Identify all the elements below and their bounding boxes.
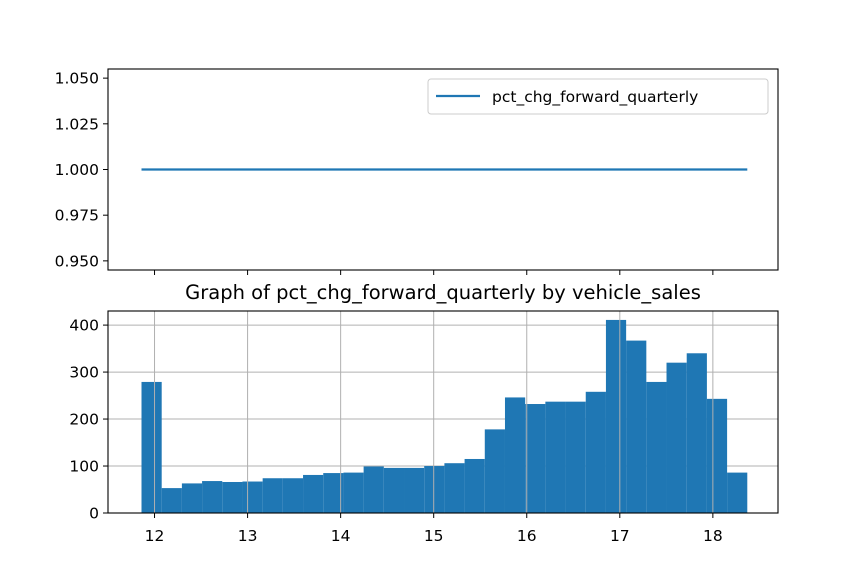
line-chart-y-tick-label: 1.025 [55,115,99,133]
line-chart-frame [107,68,779,271]
line-chart-y-tick-label: 1.050 [55,70,99,88]
histogram-bar [686,353,707,513]
line-chart-y-tick-label: 0.975 [55,207,99,225]
histogram-bar [565,401,586,513]
line-chart-y-tick-label: 0.950 [55,252,99,270]
histogram-bar [646,381,667,513]
histogram-y-tick-label: 0 [89,505,99,523]
histogram-bar [545,401,566,513]
histogram-bar [202,481,223,513]
histogram-y-tick-label: 200 [69,411,99,429]
histogram-ticks: 0 100 200 300 400 12 13 14 15 16 17 18 [69,317,722,545]
histogram-y-tick-label: 100 [69,458,99,476]
histogram-bar [242,481,263,513]
histogram-bar [181,483,203,513]
histogram-bar [666,362,687,513]
histogram-grid-front [154,311,714,513]
histogram-bar [161,488,182,513]
histogram-bar [424,466,445,513]
line-chart-y-tick-label: 1.000 [55,161,99,179]
histogram-x-tick-label: 14 [331,527,351,545]
histogram-title: Graph of pct_chg_forward_quarterly by ve… [185,281,701,304]
histogram-bar [585,391,606,513]
histogram-bar [727,472,748,513]
histogram-bar [464,458,485,513]
histogram-bar [484,429,505,513]
line-chart: 0.950 0.975 1.000 1.025 1.050 pct_chg_forwar… [55,68,779,275]
histogram-x-tick-label: 13 [238,527,258,545]
histogram-bar [363,466,384,513]
histogram-x-tick-label: 17 [610,527,630,545]
histogram-bar [282,478,304,513]
histogram-x-tick-label: 16 [517,527,537,545]
histogram-bar [303,474,324,513]
histogram-bar [141,381,162,513]
legend: pct_chg_forward_quarterly [427,78,769,115]
histogram-x-tick-label: 15 [424,527,444,545]
histogram-y-tick-label: 300 [69,364,99,382]
histogram-bar [383,467,405,513]
histogram-bar [444,463,465,513]
line-chart-ticks: 0.950 0.975 1.000 1.025 1.050 [55,70,714,275]
legend-label: pct_chg_forward_quarterly [492,88,698,107]
histogram-bar [343,472,364,513]
histogram-bar [262,478,283,513]
legend-box [427,78,769,115]
histogram-bar [525,404,546,513]
histogram-bar [404,467,425,513]
histogram-chart: Graph of pct_chg_forward_quarterly by ve… [69,281,779,545]
histogram-bars [141,319,748,513]
histogram-x-tick-label: 12 [145,527,165,545]
histogram-bar [323,473,344,513]
histogram-y-tick-label: 400 [69,317,99,335]
histogram-bar [706,398,728,513]
histogram-x-tick-label: 18 [703,527,723,545]
histogram-bar [222,481,243,513]
histogram-bar [504,397,526,513]
histogram-frame [107,310,779,514]
histogram-bar [626,340,647,513]
histogram-bar [605,319,627,513]
